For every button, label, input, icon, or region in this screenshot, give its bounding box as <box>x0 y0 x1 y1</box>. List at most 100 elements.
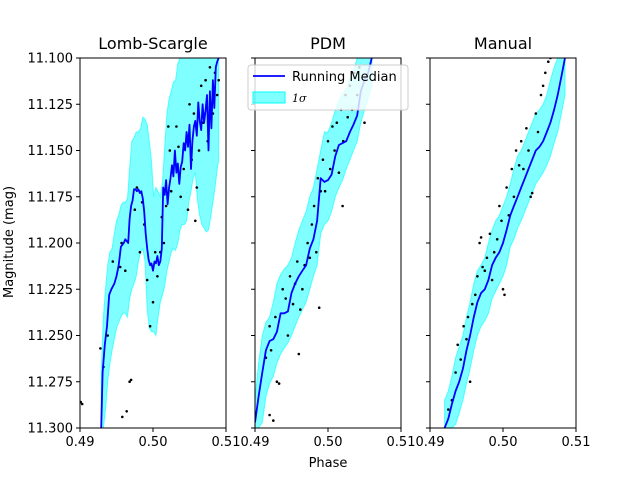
y-tick-label: 11.150 <box>28 144 74 159</box>
data-point <box>177 145 180 149</box>
plot-area-2 <box>255 58 373 428</box>
data-point <box>164 204 168 208</box>
data-point <box>169 189 173 193</box>
data-point <box>291 302 295 306</box>
x-tick-label: 0.49 <box>416 435 445 450</box>
data-point <box>128 380 131 384</box>
data-point <box>465 337 468 341</box>
x-axis-label: Phase <box>309 456 348 471</box>
data-point <box>175 125 178 128</box>
data-point <box>495 238 499 241</box>
data-point <box>306 241 309 245</box>
data-point <box>527 149 530 152</box>
data-point <box>525 127 528 130</box>
data-point <box>299 308 302 311</box>
data-point <box>168 149 172 152</box>
data-point <box>274 315 277 319</box>
y-tick-label: 11.200 <box>28 237 74 252</box>
data-point <box>135 186 139 189</box>
panel-title: Lomb-Scargle <box>98 34 207 53</box>
data-point <box>156 275 159 278</box>
legend: Running Median 1σ <box>247 64 409 111</box>
data-point <box>277 382 281 385</box>
data-point <box>153 250 157 254</box>
data-point <box>363 121 366 124</box>
data-point <box>125 410 128 413</box>
data-point <box>517 164 521 167</box>
data-point <box>296 260 299 263</box>
data-point <box>492 250 496 254</box>
panels: Lomb-Scargle 0.49 0.50 0.51 11.100 11.125 11.1… <box>28 34 591 450</box>
data-point <box>503 293 506 297</box>
data-point <box>308 256 312 260</box>
legend-line-label: Running Median <box>292 70 397 85</box>
plot-area-1 <box>80 58 220 428</box>
data-point <box>341 204 344 208</box>
y-axis-label: Magnitude (mag) <box>2 186 17 298</box>
data-point <box>151 300 155 304</box>
data-point <box>476 275 479 278</box>
panel-1: Lomb-Scargle 0.49 0.50 0.51 11.100 11.125 11.1… <box>28 34 241 450</box>
data-point <box>192 112 196 115</box>
x-tick-label: 0.51 <box>212 435 241 450</box>
data-point <box>541 84 545 88</box>
data-point <box>346 115 350 119</box>
data-point <box>269 349 273 352</box>
data-point <box>471 302 474 306</box>
panel-3: Manual 0.49 0.50 0.51 <box>416 34 591 450</box>
data-point <box>534 112 538 115</box>
panel-2: PDM 0.49 0.50 0.51 <box>241 34 416 450</box>
data-point <box>118 265 122 269</box>
data-point <box>459 358 463 361</box>
x-tick-label: 0.49 <box>241 435 270 450</box>
y-tick-label: 11.225 <box>28 283 74 298</box>
x-tick-label: 0.51 <box>562 435 591 450</box>
legend-band-swatch <box>252 91 286 104</box>
data-point <box>316 176 320 180</box>
running-median-line <box>255 58 373 423</box>
sigma-band <box>100 58 220 428</box>
legend-band-label: 1σ <box>292 92 307 105</box>
x-tick-label: 0.51 <box>387 435 416 450</box>
data-point <box>315 250 318 254</box>
data-point <box>323 189 327 193</box>
panel-title: PDM <box>310 34 346 53</box>
data-point <box>133 208 137 211</box>
data-point <box>456 343 460 347</box>
data-point <box>510 167 514 171</box>
data-point <box>121 415 124 419</box>
y-tick-label: 11.275 <box>28 375 74 390</box>
data-point <box>281 287 285 291</box>
data-point <box>80 402 84 406</box>
data-point <box>514 149 518 152</box>
data-point <box>529 195 532 199</box>
data-point <box>522 167 525 171</box>
data-point <box>297 352 301 356</box>
data-point <box>288 275 292 278</box>
axes-frame <box>254 57 402 429</box>
sigma-band <box>255 58 373 428</box>
data-point <box>479 236 483 239</box>
data-point <box>478 241 481 245</box>
running-median-line <box>443 58 566 428</box>
x-tick-label: 0.50 <box>489 435 518 450</box>
data-point <box>519 139 523 143</box>
data-point <box>530 191 534 195</box>
data-point <box>544 71 547 75</box>
data-point <box>188 103 191 106</box>
y-tick-label: 11.100 <box>28 52 74 67</box>
data-point <box>501 287 505 291</box>
data-point <box>310 223 314 226</box>
running-median-line <box>100 58 220 428</box>
data-point <box>284 297 288 300</box>
data-point <box>333 149 336 152</box>
data-point <box>197 149 201 152</box>
data-point <box>468 380 472 384</box>
data-point <box>488 232 492 236</box>
data-point <box>505 186 508 189</box>
data-point <box>536 130 540 134</box>
data-point <box>481 265 484 269</box>
data-point <box>485 256 489 260</box>
data-point <box>106 334 109 337</box>
data-point <box>199 84 203 88</box>
